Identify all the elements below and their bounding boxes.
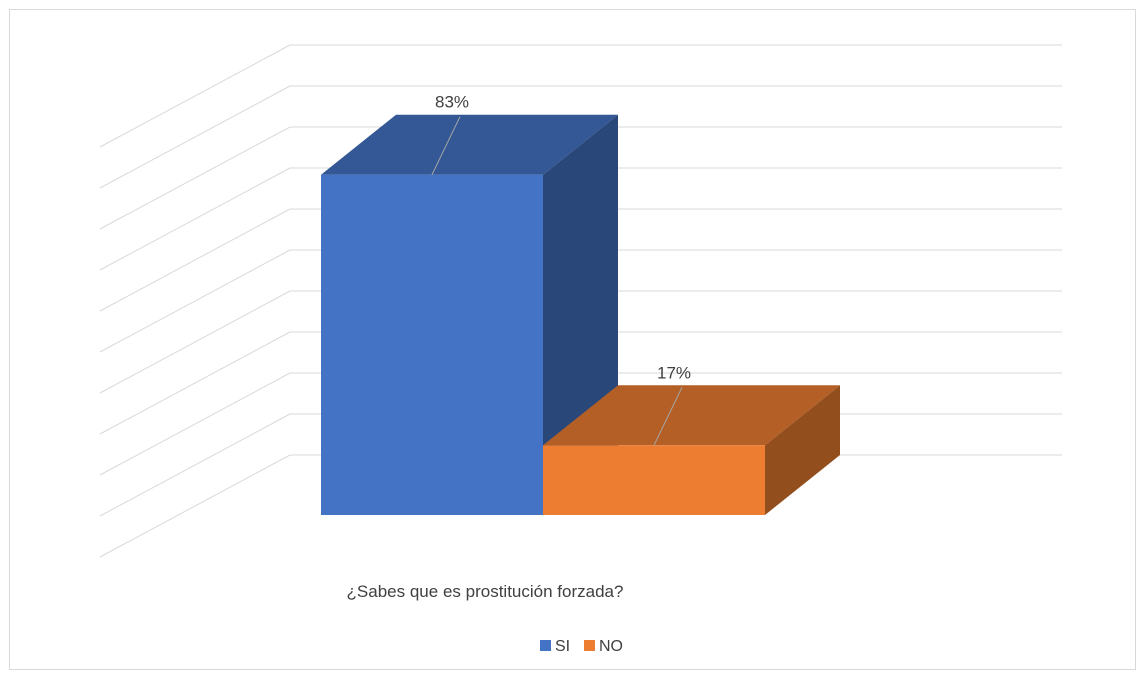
data-label-no: 17% — [657, 363, 691, 382]
category-label: ¿Sabes que es prostitución forzada? — [347, 582, 624, 601]
bar-top-face — [543, 385, 840, 446]
gridline-side — [99, 372, 291, 476]
legend: SI NO — [540, 638, 623, 655]
gridline-side — [99, 85, 291, 189]
bar-front-face — [543, 445, 765, 515]
gridline-side — [99, 249, 291, 353]
gridline-side — [99, 44, 291, 148]
bar-front-face — [321, 174, 543, 515]
gridline-side — [99, 454, 291, 558]
legend-swatch — [584, 640, 595, 651]
data-labels: 83% 17% — [431, 93, 691, 446]
legend-swatch — [540, 640, 551, 651]
bar-top-face — [321, 114, 618, 175]
gridline-side — [99, 413, 291, 517]
bar-si — [321, 114, 618, 515]
data-label-si: 83% — [435, 93, 469, 112]
leader-line — [431, 116, 461, 175]
bar-no — [543, 385, 840, 515]
legend-item-si: SI — [540, 638, 570, 655]
gridline-side — [99, 208, 291, 312]
legend-label: SI — [555, 638, 570, 655]
bars — [321, 114, 840, 515]
gridline-side — [99, 167, 291, 271]
legend-label: NO — [599, 638, 623, 655]
gridline-side — [99, 290, 291, 394]
legend-item-no: NO — [584, 638, 623, 655]
gridline-side — [99, 331, 291, 435]
gridline-side — [99, 126, 291, 230]
leader-line — [653, 387, 683, 446]
bar-side-face — [765, 385, 840, 515]
